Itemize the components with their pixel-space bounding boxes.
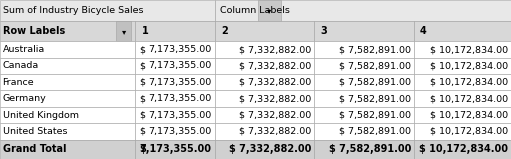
Text: 7,173,355.00: 7,173,355.00 [148,45,212,54]
Text: Row Labels: Row Labels [3,26,65,36]
Text: Grand Total: Grand Total [3,144,66,154]
Text: $: $ [140,111,146,120]
Bar [116,21,131,41]
Text: United Kingdom: United Kingdom [3,111,79,120]
Text: Australia: Australia [3,45,45,54]
Text: $ 7,332,882.00: $ 7,332,882.00 [240,111,312,120]
Bar [0,90,135,107]
Bar [135,74,215,90]
Text: $ 7,332,882.00: $ 7,332,882.00 [240,78,312,87]
Text: $ 10,172,834.00: $ 10,172,834.00 [430,45,508,54]
Text: $ 7,582,891.00: $ 7,582,891.00 [339,94,411,103]
Bar [135,58,215,74]
Text: $: $ [140,144,146,154]
Bar [0,140,135,159]
Bar [135,90,215,107]
Text: France: France [3,78,34,87]
Bar [414,41,511,58]
Bar [135,41,215,58]
Bar [135,123,215,140]
Bar [0,123,135,140]
Bar [215,58,314,74]
Text: $ 10,172,834.00: $ 10,172,834.00 [430,94,508,103]
Text: $ 10,172,834.00: $ 10,172,834.00 [430,111,508,120]
Text: $ 10,172,834.00: $ 10,172,834.00 [430,78,508,87]
Bar [314,107,414,123]
Bar [314,140,414,159]
Text: Column Labels: Column Labels [220,6,290,15]
Bar [314,58,414,74]
Text: $ 10,172,834.00: $ 10,172,834.00 [420,144,508,154]
Text: 7,173,355.00: 7,173,355.00 [140,144,212,154]
Bar [0,107,135,123]
Text: $ 7,332,882.00: $ 7,332,882.00 [229,144,312,154]
Bar [314,41,414,58]
Text: $ 7,582,891.00: $ 7,582,891.00 [329,144,411,154]
Bar [215,107,314,123]
Text: ▾: ▾ [122,27,126,36]
Bar [0,41,135,58]
Bar [215,140,314,159]
Text: Sum of Industry Bicycle Sales: Sum of Industry Bicycle Sales [3,6,143,15]
Text: $ 7,582,891.00: $ 7,582,891.00 [339,111,411,120]
Text: $ 7,582,891.00: $ 7,582,891.00 [339,61,411,70]
Text: $ 7,582,891.00: $ 7,582,891.00 [339,45,411,54]
Bar [314,90,414,107]
Text: $ 10,172,834.00: $ 10,172,834.00 [430,127,508,136]
Text: 7,173,355.00: 7,173,355.00 [148,94,212,103]
Bar [0,58,135,74]
Bar [314,74,414,90]
Bar [135,107,215,123]
Text: $ 7,332,882.00: $ 7,332,882.00 [240,61,312,70]
Text: $ 7,332,882.00: $ 7,332,882.00 [240,127,312,136]
Bar [215,74,314,90]
Text: 7,173,355.00: 7,173,355.00 [148,61,212,70]
Text: $ 7,332,882.00: $ 7,332,882.00 [240,94,312,103]
Bar [0,74,135,90]
Text: $ 10,172,834.00: $ 10,172,834.00 [430,61,508,70]
Text: 4: 4 [420,26,427,36]
Bar [215,0,511,21]
Bar [215,90,314,107]
Bar [215,21,314,41]
Bar [314,123,414,140]
Bar [135,140,215,159]
Text: 7,173,355.00: 7,173,355.00 [148,127,212,136]
Text: Germany: Germany [3,94,47,103]
Bar [414,123,511,140]
Text: United States: United States [3,127,67,136]
Bar [0,21,135,41]
Text: 3: 3 [320,26,327,36]
Text: $: $ [140,127,146,136]
Bar [414,74,511,90]
Text: 1: 1 [142,26,148,36]
Bar [414,140,511,159]
Text: $: $ [140,94,146,103]
Bar [314,21,414,41]
Bar [414,90,511,107]
Text: 2: 2 [221,26,227,36]
Bar [0,0,215,21]
Bar [215,123,314,140]
Bar [135,21,215,41]
Text: 7,173,355.00: 7,173,355.00 [148,78,212,87]
Bar [258,0,281,21]
Text: $: $ [140,45,146,54]
Text: ▾: ▾ [267,6,272,15]
Bar [414,58,511,74]
Text: $: $ [140,61,146,70]
Bar [414,21,511,41]
Text: $ 7,582,891.00: $ 7,582,891.00 [339,127,411,136]
Text: 7,173,355.00: 7,173,355.00 [148,111,212,120]
Text: $ 7,582,891.00: $ 7,582,891.00 [339,78,411,87]
Text: $ 7,332,882.00: $ 7,332,882.00 [240,45,312,54]
Text: $: $ [140,78,146,87]
Bar [215,41,314,58]
Bar [414,107,511,123]
Text: Canada: Canada [3,61,39,70]
